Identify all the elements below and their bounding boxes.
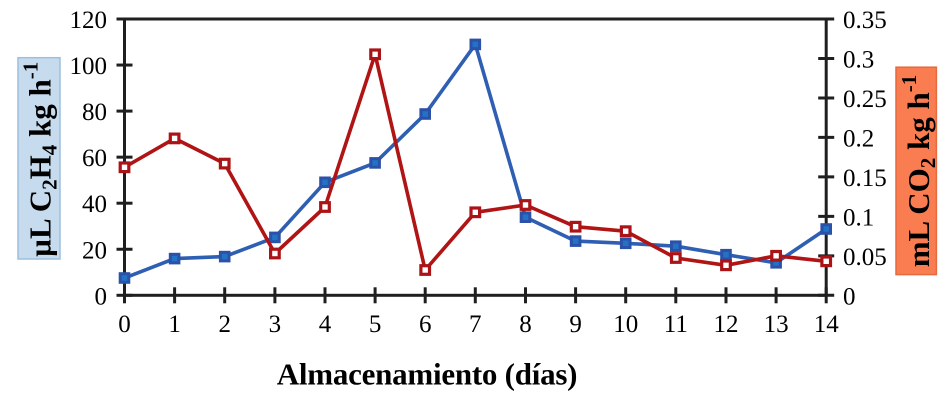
- svg-text:mL CO2 kg h-1: mL CO2 kg h-1: [897, 75, 940, 268]
- svg-text:0.3: 0.3: [843, 46, 874, 73]
- svg-text:12: 12: [714, 311, 739, 338]
- svg-text:0.15: 0.15: [843, 165, 887, 192]
- svg-text:0: 0: [118, 311, 131, 338]
- svg-text:0: 0: [843, 283, 856, 310]
- svg-text:60: 60: [82, 145, 107, 172]
- svg-text:11: 11: [664, 311, 688, 338]
- svg-text:40: 40: [82, 191, 107, 218]
- svg-text:0.1: 0.1: [843, 204, 874, 231]
- svg-text:2: 2: [218, 311, 231, 338]
- svg-text:µL C2H4 kg h-1: µL C2H4 kg h-1: [19, 62, 62, 257]
- svg-text:0: 0: [95, 283, 108, 310]
- svg-text:100: 100: [70, 53, 108, 80]
- svg-text:13: 13: [764, 311, 789, 338]
- svg-text:9: 9: [569, 311, 582, 338]
- svg-text:Almacenamiento (días): Almacenamiento (días): [277, 357, 577, 392]
- svg-text:0.35: 0.35: [843, 7, 887, 34]
- svg-text:4: 4: [319, 311, 332, 338]
- svg-text:0.25: 0.25: [843, 86, 887, 113]
- svg-text:8: 8: [519, 311, 532, 338]
- svg-text:3: 3: [269, 311, 282, 338]
- svg-text:5: 5: [369, 311, 382, 338]
- svg-text:10: 10: [613, 311, 638, 338]
- svg-text:20: 20: [82, 237, 107, 264]
- svg-text:0.05: 0.05: [843, 244, 887, 271]
- svg-text:120: 120: [70, 7, 108, 34]
- svg-text:6: 6: [419, 311, 432, 338]
- svg-text:7: 7: [469, 311, 482, 338]
- svg-text:14: 14: [814, 311, 840, 338]
- svg-text:80: 80: [82, 99, 107, 126]
- svg-text:1: 1: [168, 311, 181, 338]
- svg-text:0.2: 0.2: [843, 125, 874, 152]
